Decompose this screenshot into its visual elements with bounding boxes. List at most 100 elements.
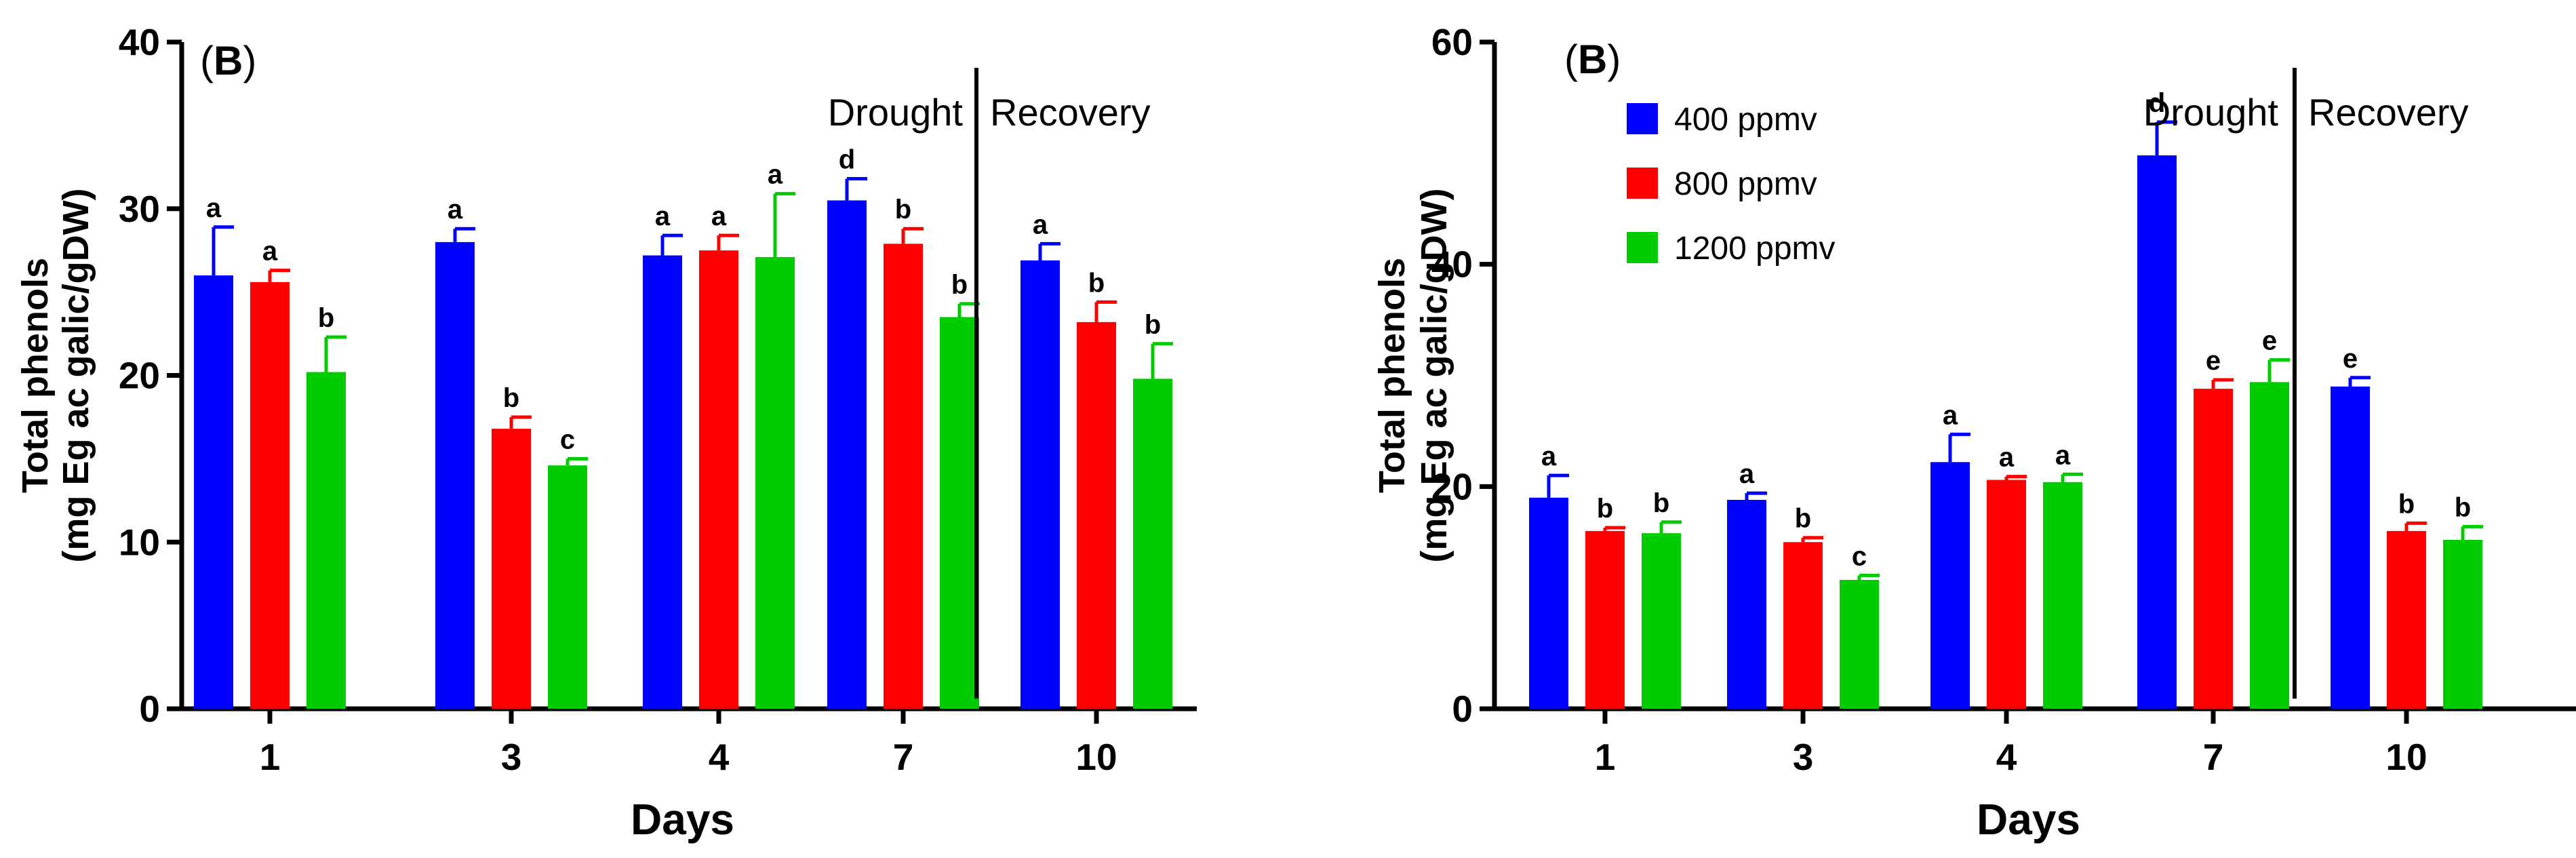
panel-label-close: ) <box>243 38 256 83</box>
bar <box>2137 155 2177 709</box>
phase-label-drought: Drought <box>2143 91 2279 134</box>
x-tick-label: 10 <box>2385 736 2427 778</box>
bar <box>306 372 346 709</box>
y-axis-title-line2: (mg Eg ac galic/gDW) <box>1414 188 1454 562</box>
bar <box>1727 499 1766 709</box>
bar <box>2043 482 2082 709</box>
legend-swatch <box>1627 232 1658 263</box>
y-axis-title-line1: Total phenols <box>15 258 56 493</box>
bar <box>699 250 738 709</box>
bar <box>1529 497 1568 709</box>
significance-letter: b <box>1145 310 1161 340</box>
x-tick-label: 1 <box>1595 736 1616 778</box>
panel-label-letter: B <box>1578 37 1607 82</box>
x-tick-label: 7 <box>893 736 914 778</box>
y-tick-label: 60 <box>1431 21 1473 63</box>
x-tick-label: 4 <box>709 736 730 778</box>
significance-letter: a <box>1541 442 1557 471</box>
significance-letter: b <box>2455 492 2471 522</box>
legend-label: 1200 ppmv <box>1674 231 1836 267</box>
y-tick-label: 20 <box>119 355 160 397</box>
chart-svg: 0 10 20 30 40 1 3 4 7 10 a a a d a a b a b b b c a b b Drought Rec… <box>15 21 1197 844</box>
significance-letter: b <box>895 195 911 225</box>
significance-letter: a <box>1999 443 2015 473</box>
panel-label-open: ( <box>1564 37 1578 82</box>
significance-letter: a <box>1943 400 1958 430</box>
bar <box>250 281 290 709</box>
bar <box>2194 389 2233 709</box>
significance-letter: e <box>2206 346 2221 376</box>
y-tick-label: 30 <box>119 188 160 230</box>
y-axis-title-line2: (mg Eg ac galic/gDW) <box>56 188 96 562</box>
significance-letter: c <box>1852 541 1867 571</box>
legend-swatch <box>1627 103 1658 134</box>
significance-letter: b <box>1088 268 1105 298</box>
x-axis-title: Days <box>631 795 734 844</box>
y-tick-label: 40 <box>119 21 160 63</box>
phase-label-recovery: Recovery <box>990 91 1151 134</box>
panel-label: (B) <box>200 38 256 83</box>
bar <box>2250 382 2289 709</box>
bar <box>643 255 682 709</box>
bar <box>1021 260 1060 709</box>
significance-letter: b <box>2398 489 2415 519</box>
panel-label: (B) <box>1564 37 1621 82</box>
x-axis-title: Days <box>1977 795 2080 844</box>
bar <box>1783 542 1823 709</box>
bar <box>1077 321 1116 709</box>
bar <box>194 275 233 709</box>
phase-label-drought: Drought <box>828 91 964 134</box>
x-tick-label: 3 <box>1793 736 1814 778</box>
panel-label-letter: B <box>214 38 243 83</box>
y-tick-label: 0 <box>1452 688 1473 730</box>
significance-letter: a <box>2055 440 2071 470</box>
bar <box>1930 462 1970 709</box>
legend-label: 400 ppmv <box>1674 102 1817 138</box>
bar <box>940 317 979 709</box>
panel-label-close: ) <box>1607 37 1621 82</box>
chart-panel-a: 0 10 20 30 40 1 3 4 7 10 a a a d a a b a b b b c a b b Drought Rec… <box>15 21 1197 844</box>
chart-svg: 0 20 40 60 1 3 4 7 10 a a a d e b b a e b b c a e b Drought Recov… <box>1372 21 2576 844</box>
bar <box>435 241 475 709</box>
chart-panel-b: 0 20 40 60 1 3 4 7 10 a a a d e b b a e b b c a e b Drought Recov… <box>1288 0 2576 858</box>
y-tick-label: 40 <box>1431 243 1473 286</box>
x-tick-label: 7 <box>2203 736 2224 778</box>
bar <box>1585 530 1625 709</box>
legend-swatch <box>1627 168 1658 199</box>
bar <box>1840 579 1879 709</box>
bar <box>548 465 587 709</box>
bar <box>492 429 531 709</box>
significance-letter: c <box>560 425 575 454</box>
significance-letter: a <box>768 160 783 190</box>
significance-letter: a <box>655 201 671 231</box>
bar <box>755 257 795 709</box>
significance-letter: b <box>951 270 968 300</box>
y-tick-label: 20 <box>1431 465 1473 507</box>
significance-letter: b <box>1653 488 1669 518</box>
bar <box>2387 530 2426 709</box>
significance-letter: b <box>1597 494 1613 524</box>
significance-letter: a <box>262 237 278 267</box>
x-tick-label: 10 <box>1075 736 1117 778</box>
significance-letter: a <box>711 201 727 231</box>
significance-letter: e <box>2343 344 2358 374</box>
phase-label-recovery: Recovery <box>2308 91 2469 134</box>
significance-letter: b <box>503 383 519 413</box>
bar <box>2331 386 2370 709</box>
y-tick-label: 10 <box>119 521 160 563</box>
bar <box>1133 378 1172 709</box>
x-tick-label: 4 <box>1996 736 2017 778</box>
x-tick-label: 1 <box>260 736 281 778</box>
y-axis-title-line1: Total phenols <box>1372 258 1412 493</box>
bar <box>827 200 867 709</box>
bar <box>1642 533 1681 709</box>
significance-letter: a <box>206 193 222 223</box>
bar <box>1987 480 2026 709</box>
y-tick-label: 0 <box>139 688 160 730</box>
significance-letter: d <box>839 145 855 175</box>
significance-letter: a <box>448 195 463 225</box>
significance-letter: b <box>1795 504 1811 534</box>
legend-label: 800 ppmv <box>1674 166 1817 202</box>
panel-label-open: ( <box>200 38 214 83</box>
significance-letter: b <box>318 303 334 333</box>
